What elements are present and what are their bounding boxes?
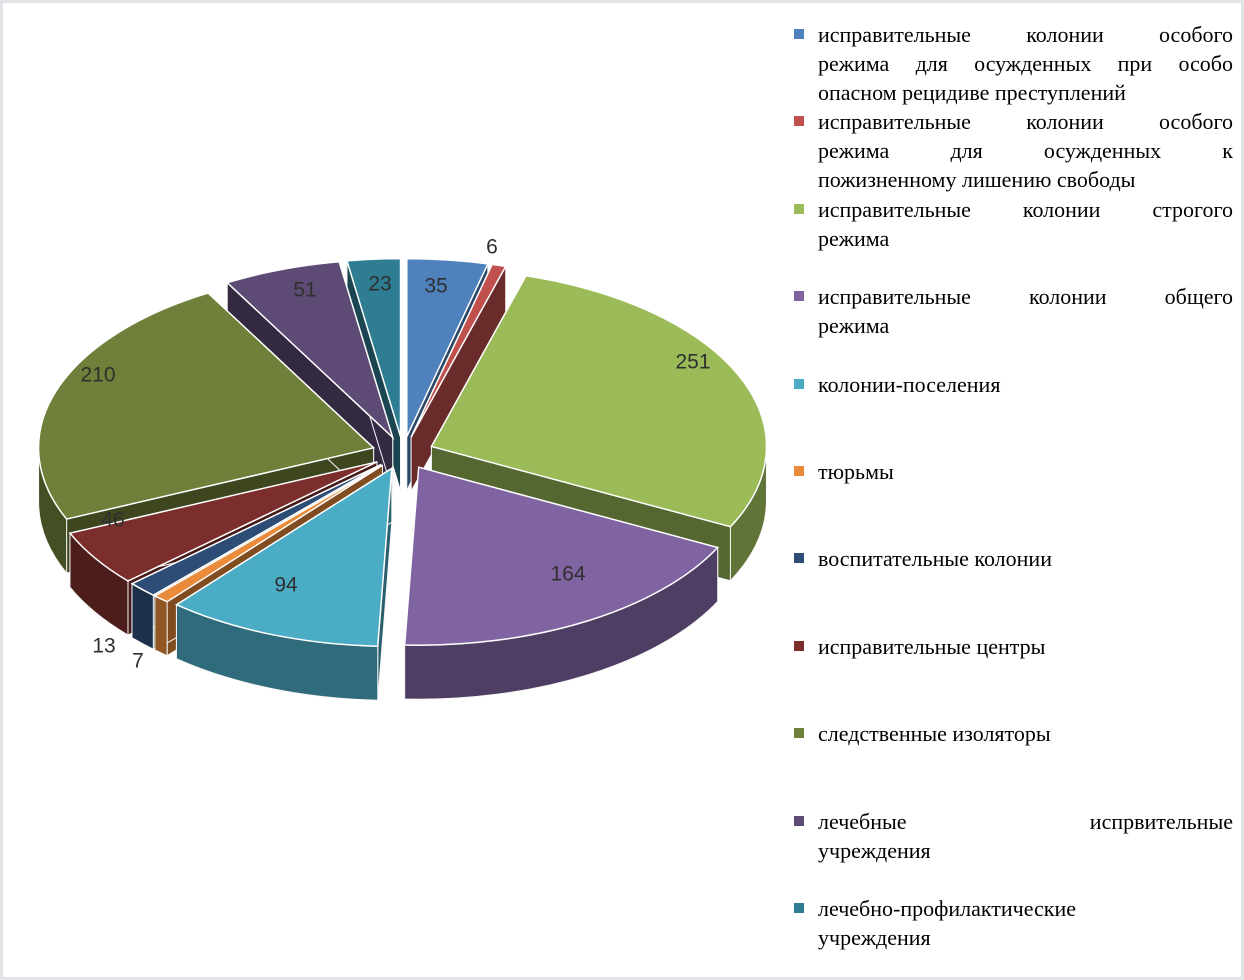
legend-label-line: учреждения (818, 837, 931, 863)
legend-swatch (794, 291, 804, 302)
chart-legend: исправительные колонии особого режима для… (787, 3, 1239, 977)
slice-value-label: 210 (80, 364, 115, 387)
pie-slice-5 (174, 466, 393, 701)
legend-label-line: режима для осужденных при особо (818, 51, 1233, 76)
legend-swatch (794, 378, 804, 389)
legend-item-9: следственные изоляторы (793, 719, 1233, 806)
slice-value-label: 46 (101, 509, 124, 532)
slice-value-label: 13 (92, 635, 115, 658)
slice-value-label: 23 (368, 273, 391, 296)
legend-label-line: исправительные колонии особого (818, 22, 1233, 47)
legend-item-8: исправительные центры (793, 632, 1233, 719)
legend-label-line: режима (818, 225, 890, 251)
legend-item-1: исправительные колонии особого режима для… (793, 20, 1233, 107)
legend-swatch (794, 640, 804, 651)
legend-item-11: лечебно-профилактические учреждения (793, 894, 1233, 977)
legend-label-line: колонии-поселения (818, 371, 1001, 397)
slice-value-label: 94 (274, 574, 298, 597)
legend-label-line: следственные изоляторы (818, 721, 1051, 747)
legend-item-7: воспитательные колонии (793, 544, 1233, 631)
legend-swatch (794, 815, 804, 826)
pie-slice-4 (403, 466, 720, 700)
legend-label-line: режима для осужденных к (818, 138, 1233, 164)
legend-swatch (794, 728, 804, 739)
legend-item-10: лечебные испрвительные учреждения (793, 807, 1233, 894)
legend-swatch (794, 29, 804, 39)
legend-label-line: пожизненному лишению свободы (818, 167, 1136, 193)
legend-item-2: исправительные колонии особого режима для… (793, 107, 1233, 194)
pie-3d-chart: 35 6 251 164 94 7 13 46 210 51 23 (37, 236, 768, 701)
slice-value-label: 7 (132, 650, 144, 673)
slice-value-label: 6 (486, 236, 498, 259)
legend-label-line: исправительные колонии строгого (818, 196, 1233, 222)
legend-label-line: опасном рецидиве преступлений (818, 80, 1126, 105)
legend-label-line: лечебные испрвительные (818, 808, 1233, 834)
legend-label-line: учреждения (818, 924, 931, 950)
legend-swatch (794, 553, 804, 564)
legend-label-line: воспитательные колонии (818, 546, 1052, 572)
legend-label-line: режима (818, 313, 890, 339)
legend-item-6: тюрьмы (793, 457, 1233, 544)
legend-label-line: исправительные колонии особого (818, 109, 1233, 135)
legend-item-4: исправительные колонии общего режима (793, 282, 1233, 369)
legend-label-line: тюрьмы (818, 458, 894, 484)
legend-label-line: лечебно-профилактические (818, 895, 1077, 921)
legend-swatch (794, 116, 804, 127)
slice-value-label: 51 (293, 279, 316, 302)
legend-item-3: исправительные колонии строгого режима (793, 195, 1233, 282)
slice-value-label: 251 (675, 351, 710, 374)
legend-swatch (794, 203, 804, 214)
slice-value-label: 164 (550, 563, 585, 586)
legend-swatch (794, 465, 804, 476)
slice-value-label: 35 (424, 275, 447, 298)
legend-label-line: исправительные центры (818, 633, 1046, 659)
legend-swatch (794, 902, 804, 913)
legend-item-5: колонии-поселения (793, 370, 1233, 457)
legend-label-line: исправительные колонии общего (818, 284, 1233, 310)
